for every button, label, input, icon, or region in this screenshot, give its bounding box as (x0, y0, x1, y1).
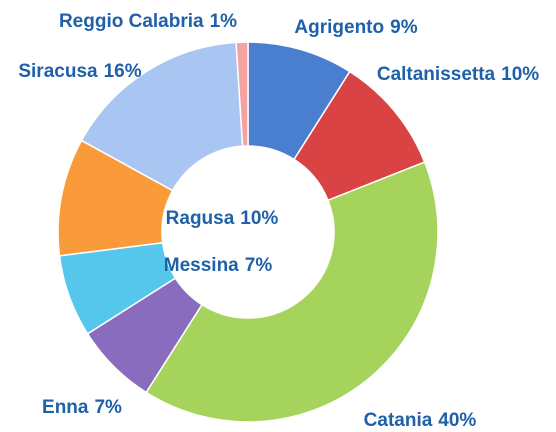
slice-value: 40% (438, 410, 476, 431)
slice-label: Catania 40% (364, 410, 477, 431)
slice-label: Enna 7% (42, 397, 122, 418)
slice-value: 10% (240, 208, 278, 229)
donut-slice (235, 41, 249, 147)
slice-value: 7% (94, 397, 122, 418)
slice-name: Ragusa (166, 208, 235, 229)
slice-value: 1% (210, 11, 238, 32)
slice-value: 16% (104, 61, 142, 82)
slice-label: Caltanissetta 10% (377, 64, 539, 85)
donut-slice (80, 41, 244, 192)
slice-label: Siracusa 16% (18, 61, 141, 82)
slice-name: Enna (42, 397, 89, 418)
slice-label: Messina 7% (164, 255, 273, 276)
slice-name: Messina (164, 255, 239, 276)
slice-label: Ragusa 10% (166, 208, 279, 229)
slice-value: 7% (245, 255, 273, 276)
slice-value: 10% (501, 64, 539, 85)
slice-name: Caltanissetta (377, 64, 496, 85)
donut-slice (145, 161, 439, 423)
slice-value: 9% (390, 17, 418, 38)
slice-name: Catania (364, 410, 433, 431)
slice-label: Reggio Calabria 1% (59, 11, 237, 32)
slice-label: Agrigento 9% (294, 17, 417, 38)
slice-name: Siracusa (18, 61, 98, 82)
slice-name: Reggio Calabria (59, 11, 204, 32)
slice-name: Agrigento (294, 17, 384, 38)
